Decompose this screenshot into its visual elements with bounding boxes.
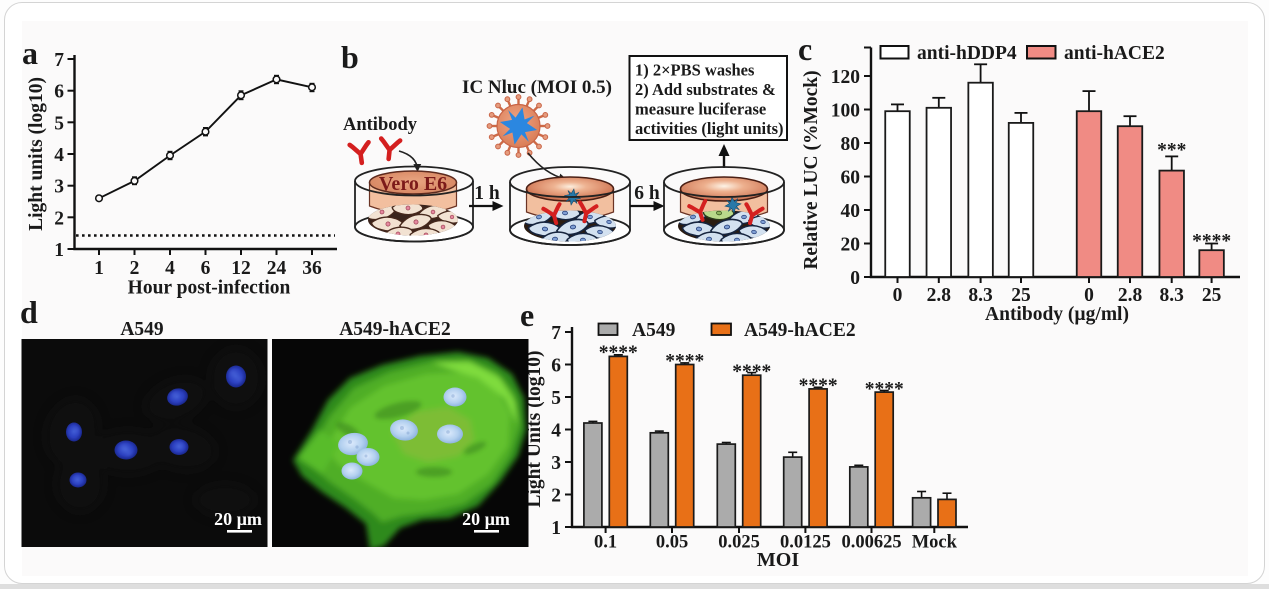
svg-text:A549-hACE2: A549-hACE2 [744, 320, 856, 341]
svg-text:12: 12 [231, 258, 251, 279]
svg-text:****: **** [665, 351, 704, 372]
svg-text:0.025: 0.025 [718, 533, 760, 553]
svg-text:IC Nluc (MOI 0.5): IC Nluc (MOI 0.5) [462, 77, 612, 98]
svg-text:Light Units (log10): Light Units (log10) [524, 350, 545, 507]
svg-text:0.05: 0.05 [656, 533, 688, 553]
svg-text:5: 5 [551, 388, 561, 409]
svg-text:Hour post-infection: Hour post-infection [128, 278, 291, 299]
svg-text:3: 3 [551, 453, 561, 474]
svg-text:25: 25 [1202, 285, 1222, 306]
svg-text:Vero E6: Vero E6 [379, 173, 447, 195]
svg-text:MOI: MOI [757, 549, 799, 571]
svg-text:Mock: Mock [912, 533, 958, 553]
svg-text:0: 0 [893, 285, 903, 306]
svg-text:20: 20 [841, 235, 861, 256]
svg-text:0.0125: 0.0125 [780, 533, 831, 553]
svg-text:measure luciferase: measure luciferase [635, 100, 766, 119]
svg-text:a: a [22, 35, 38, 71]
svg-text:6: 6 [201, 258, 211, 279]
svg-text:20 µm: 20 µm [214, 509, 262, 529]
svg-text:2: 2 [54, 208, 64, 229]
svg-text:80: 80 [841, 134, 861, 155]
svg-text:2: 2 [551, 486, 561, 507]
svg-text:20 µm: 20 µm [462, 509, 510, 529]
svg-text:40: 40 [841, 201, 861, 222]
svg-text:7: 7 [54, 50, 64, 71]
svg-text:7: 7 [551, 323, 561, 344]
svg-text:6: 6 [551, 356, 561, 377]
svg-text:0.1: 0.1 [594, 533, 617, 553]
svg-text:0: 0 [1084, 285, 1094, 306]
svg-text:A549: A549 [632, 320, 676, 341]
svg-text:1) 2×PBS washes: 1) 2×PBS washes [635, 61, 755, 80]
svg-text:c: c [798, 31, 812, 67]
svg-text:6: 6 [54, 82, 64, 103]
svg-text:****: **** [799, 376, 838, 397]
svg-text:***: *** [1157, 140, 1186, 161]
svg-text:activities (light units): activities (light units) [635, 119, 784, 138]
svg-text:5: 5 [54, 113, 64, 134]
svg-text:25: 25 [1011, 285, 1031, 306]
svg-text:3: 3 [54, 177, 64, 198]
svg-text:120: 120 [831, 67, 860, 88]
svg-text:Relative LUC (%Mock): Relative LUC (%Mock) [801, 70, 822, 269]
svg-text:****: **** [865, 379, 904, 400]
svg-text:2.8: 2.8 [927, 285, 952, 306]
svg-text:4: 4 [165, 258, 175, 279]
svg-text:0: 0 [850, 268, 860, 289]
svg-text:1 h: 1 h [474, 183, 500, 204]
svg-text:36: 36 [302, 258, 322, 279]
svg-text:Light units (log10): Light units (log10) [26, 77, 47, 231]
svg-text:2) Add substrates &: 2) Add substrates & [635, 80, 776, 99]
svg-text:0.00625: 0.00625 [841, 533, 901, 553]
svg-text:8.3: 8.3 [968, 285, 993, 306]
svg-text:b: b [341, 39, 359, 75]
svg-text:e: e [520, 297, 534, 333]
svg-text:****: **** [599, 343, 638, 364]
svg-text:A549: A549 [120, 319, 164, 340]
svg-text:24: 24 [267, 258, 287, 279]
svg-text:d: d [20, 294, 38, 330]
svg-text:anti-hACE2: anti-hACE2 [1064, 43, 1165, 64]
svg-text:****: **** [732, 362, 771, 383]
svg-text:1: 1 [54, 240, 64, 261]
svg-text:2: 2 [130, 258, 140, 279]
svg-text:A549-hACE2: A549-hACE2 [339, 319, 451, 340]
svg-text:4: 4 [551, 421, 561, 442]
svg-text:60: 60 [841, 168, 861, 189]
svg-text:Antibody: Antibody [343, 115, 418, 135]
svg-text:2.8: 2.8 [1118, 285, 1143, 306]
svg-text:anti-hDDP4: anti-hDDP4 [917, 43, 1017, 64]
svg-text:4: 4 [54, 145, 64, 166]
svg-text:8.3: 8.3 [1160, 285, 1185, 306]
svg-text:****: **** [1192, 231, 1231, 252]
svg-text:100: 100 [831, 101, 860, 122]
svg-text:1: 1 [551, 518, 561, 539]
svg-text:Antibody (µg/ml): Antibody (µg/ml) [985, 304, 1129, 325]
svg-text:1: 1 [94, 258, 104, 279]
svg-text:6 h: 6 h [634, 183, 660, 204]
